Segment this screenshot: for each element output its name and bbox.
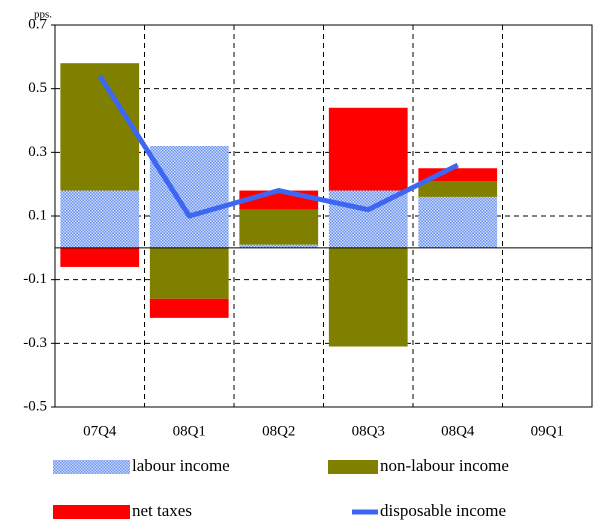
legend-label: non-labour income	[380, 456, 509, 475]
bar	[418, 180, 498, 197]
x-tick-label: 09Q1	[531, 423, 564, 439]
x-tick-label: 08Q4	[441, 423, 475, 439]
legend-label: disposable income	[380, 501, 506, 520]
bar	[328, 247, 408, 347]
x-tick-label: 08Q2	[262, 423, 295, 439]
bar	[239, 244, 319, 248]
plot-border	[54, 24, 593, 408]
bar	[60, 247, 140, 267]
y-tick-label: 0.7	[28, 16, 47, 32]
bar	[60, 190, 140, 248]
x-tick-label: 07Q4	[83, 423, 117, 439]
y-tick-label: -0.1	[23, 271, 47, 287]
bar	[418, 168, 498, 181]
legend-label: labour income	[132, 456, 230, 475]
y-tick-label: 0.1	[28, 207, 47, 223]
bar	[328, 190, 408, 248]
y-tick-label: 0.5	[28, 80, 47, 96]
legend-label: net taxes	[132, 501, 192, 520]
line	[97, 74, 459, 219]
bar	[328, 107, 408, 191]
bar	[60, 63, 140, 191]
y-tick-label: -0.3	[23, 335, 47, 351]
bar	[149, 145, 229, 248]
legend-swatch	[53, 460, 130, 474]
y-tick-label: -0.5	[23, 398, 47, 414]
x-tick-label: 08Q1	[173, 423, 206, 439]
legend-swatch	[53, 505, 130, 519]
bar	[149, 247, 229, 299]
unit-label: pps.	[34, 9, 52, 21]
bar	[418, 196, 498, 248]
x-tick-label: 08Q3	[352, 423, 385, 439]
legend-swatch	[328, 460, 378, 474]
bar	[149, 298, 229, 318]
y-tick-label: 0.3	[28, 144, 47, 160]
bar	[239, 209, 319, 245]
